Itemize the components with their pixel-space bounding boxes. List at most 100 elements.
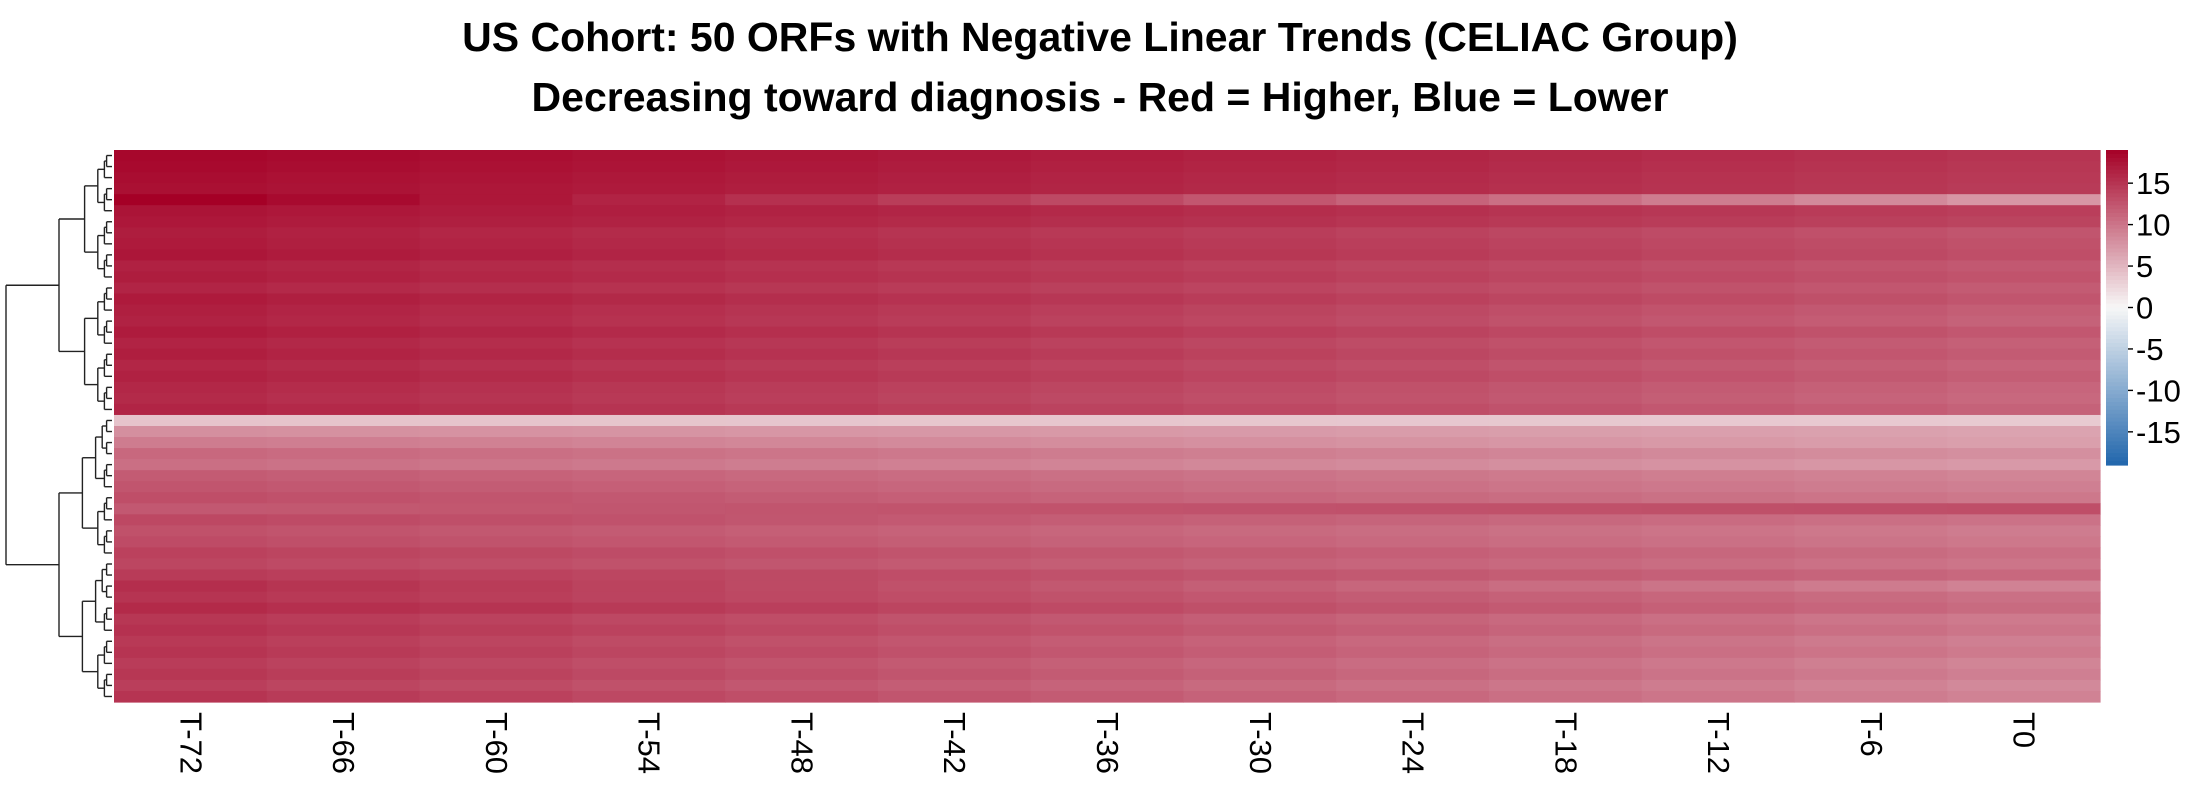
- heatmap-cell: [1030, 668, 1184, 681]
- heatmap-cell: [725, 503, 879, 515]
- heatmap-cell: [1336, 426, 1490, 438]
- heatmap-cell: [1488, 492, 1643, 504]
- heatmap-cell: [266, 414, 421, 427]
- heatmap-cell: [1947, 690, 2101, 703]
- heatmap-cell: [1336, 271, 1490, 284]
- heatmap-cell: [1641, 172, 1796, 184]
- heatmap-cell: [1030, 481, 1184, 493]
- heatmap-cell: [1641, 194, 1796, 206]
- heatmap-cell: [114, 337, 268, 350]
- heatmap-cell: [1488, 525, 1643, 537]
- heatmap-cell: [1336, 470, 1490, 482]
- heatmap-cell: [1488, 216, 1643, 228]
- heatmap-cell: [266, 657, 421, 670]
- heatmap-cell: [725, 271, 879, 284]
- heatmap-cell: [725, 260, 879, 273]
- heatmap-cell: [1030, 536, 1184, 549]
- heatmap-cell: [725, 525, 879, 537]
- heatmap-cell: [266, 547, 421, 560]
- colorbar-segment: [2106, 366, 2128, 372]
- heatmap-cell: [114, 216, 268, 228]
- heatmap-cell: [1183, 514, 1337, 526]
- heatmap-cell: [877, 558, 1032, 571]
- heatmap-cell: [266, 359, 421, 372]
- heatmap-cell: [1794, 690, 1948, 703]
- heatmap-cell: [1794, 337, 1948, 350]
- heatmap-cell: [572, 602, 726, 615]
- heatmap-cell: [266, 403, 421, 416]
- heatmap-cell: [1336, 238, 1490, 250]
- colorbar-segment: [2106, 209, 2128, 214]
- heatmap-cell: [1641, 547, 1796, 560]
- heatmap-cell: [1336, 679, 1490, 692]
- heatmap-cell: [1488, 293, 1643, 306]
- heatmap-cell: [572, 492, 726, 504]
- heatmap-cell: [572, 326, 726, 339]
- heatmap-cell: [1336, 370, 1490, 383]
- heatmap-cell: [572, 459, 726, 471]
- heatmap-cell: [1641, 437, 1796, 449]
- heatmap-cell: [1030, 337, 1184, 350]
- colorbar-segment: [2106, 331, 2128, 336]
- heatmap-cell: [1947, 459, 2101, 471]
- heatmap-cell: [877, 183, 1032, 195]
- heatmap-cell: [572, 216, 726, 228]
- heatmap-cell: [877, 249, 1032, 261]
- heatmap-cell: [1030, 525, 1184, 537]
- heatmap-cell: [572, 293, 726, 306]
- heatmap-cell: [1488, 470, 1643, 482]
- colorbar-segment: [2106, 150, 2128, 155]
- heatmap-cell: [1336, 304, 1490, 317]
- heatmap-cell: [725, 293, 879, 306]
- colorbar-segment: [2106, 346, 2128, 352]
- heatmap-cell: [1183, 437, 1337, 449]
- heatmap-cell: [1641, 635, 1796, 648]
- heatmap-cell: [114, 172, 268, 184]
- heatmap-cell: [419, 690, 573, 703]
- heatmap-cell: [1183, 172, 1337, 184]
- heatmap-cell: [419, 381, 573, 394]
- heatmap-cell: [1488, 414, 1643, 427]
- heatmap-cell: [419, 525, 573, 537]
- heatmap-cell: [1183, 481, 1337, 493]
- colorbar-segment: [2106, 240, 2128, 246]
- heatmap-cell: [114, 613, 268, 626]
- heatmap-cell: [114, 183, 268, 195]
- colorbar-segment: [2106, 449, 2128, 454]
- heatmap-cell: [114, 249, 268, 261]
- heatmap-cell: [1336, 514, 1490, 526]
- heatmap-cell: [419, 547, 573, 560]
- heatmap-cell: [725, 514, 879, 526]
- heatmap-cell: [1947, 381, 2101, 394]
- colorbar-segment: [2106, 193, 2128, 198]
- colorbar-segment: [2106, 224, 2128, 230]
- colorbar-segment: [2106, 421, 2128, 427]
- heatmap-cell: [1947, 183, 2101, 195]
- heatmap-cell: [419, 448, 573, 460]
- heatmap-cell: [877, 569, 1032, 582]
- heatmap-cell: [1030, 503, 1184, 515]
- heatmap-cell: [1641, 205, 1796, 217]
- heatmap-cell: [877, 459, 1032, 471]
- heatmap-cell: [266, 470, 421, 482]
- heatmap-cell: [877, 657, 1032, 670]
- heatmap-cell: [1488, 381, 1643, 394]
- heatmap-cell: [1183, 679, 1337, 692]
- heatmap-cell: [877, 194, 1032, 206]
- heatmap-cell: [1336, 580, 1490, 593]
- colorbar-segment: [2106, 299, 2128, 305]
- heatmap-cell: [1183, 337, 1337, 350]
- heatmap-cell: [1183, 470, 1337, 482]
- heatmap-cell: [877, 536, 1032, 549]
- heatmap-cell: [114, 348, 268, 361]
- colorbar-segment: [2106, 453, 2128, 458]
- heatmap-cell: [1947, 304, 2101, 317]
- heatmap-cell: [1794, 183, 1948, 195]
- heatmap-cell: [419, 392, 573, 405]
- column-label: T-72: [173, 712, 208, 774]
- heatmap-cell: [1030, 591, 1184, 604]
- heatmap-cell: [114, 624, 268, 637]
- heatmap-cell: [1641, 657, 1796, 670]
- heatmap-cell: [1488, 613, 1643, 626]
- colorbar-tick-label: 5: [2136, 249, 2153, 284]
